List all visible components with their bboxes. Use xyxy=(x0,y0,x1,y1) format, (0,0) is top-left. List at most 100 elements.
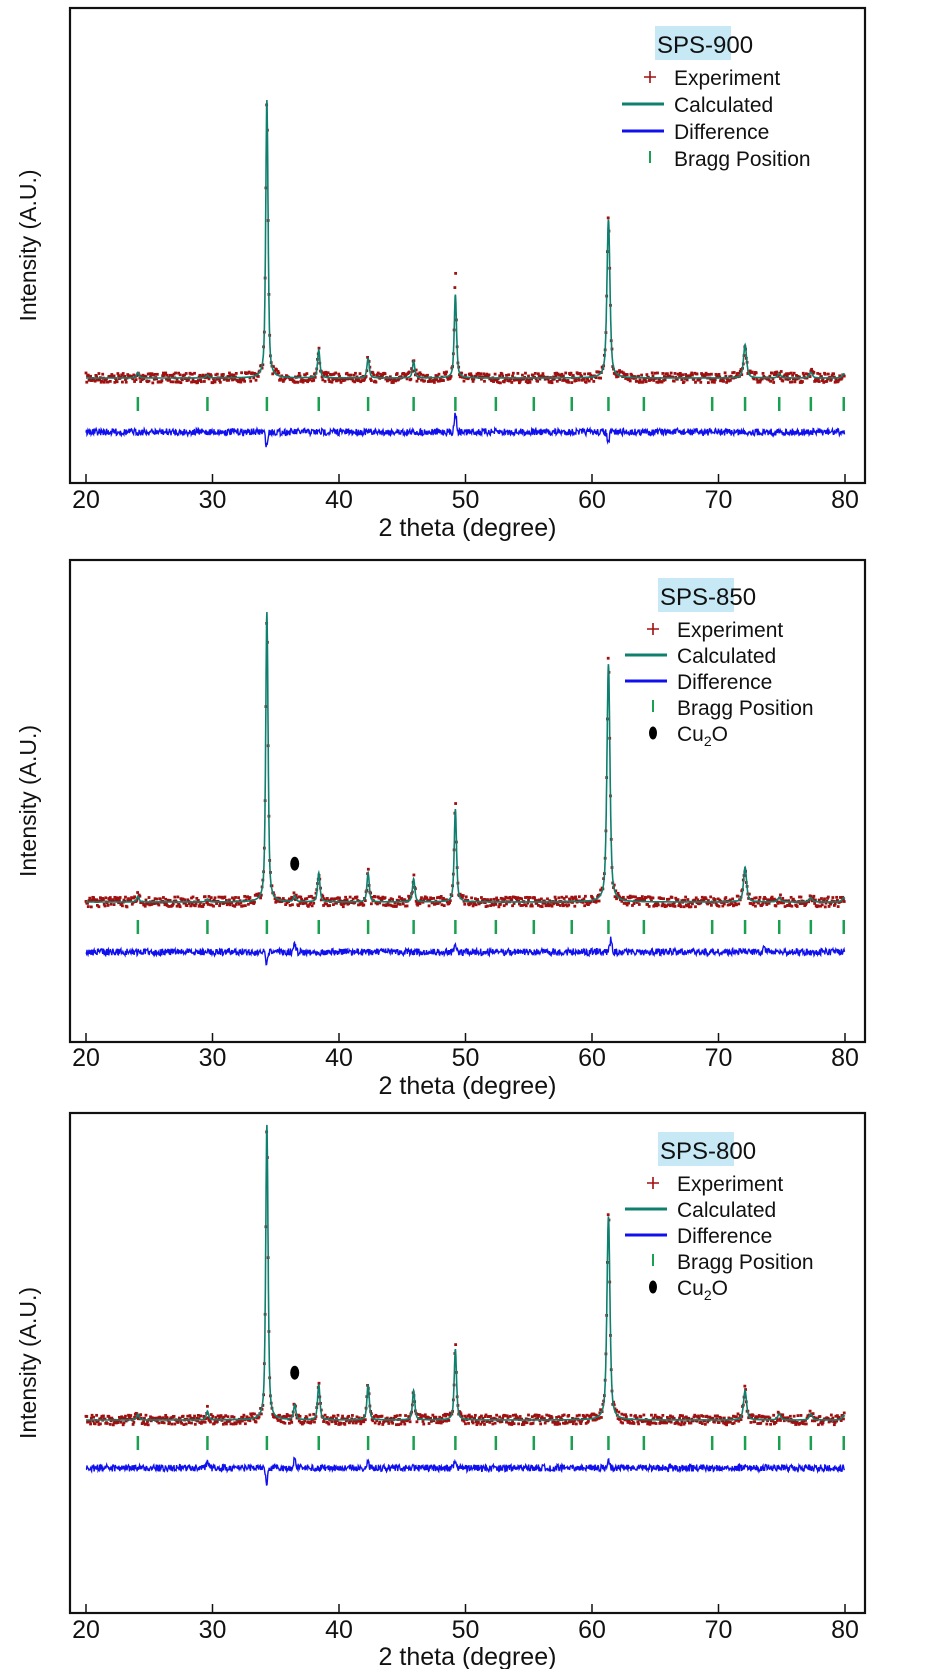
experiment-point xyxy=(133,1415,136,1419)
experiment-point xyxy=(479,372,483,376)
experiment-point xyxy=(362,903,366,907)
experiment-point xyxy=(520,897,524,901)
experiment-point xyxy=(302,379,306,382)
experiment-point xyxy=(209,1420,212,1424)
experiment-point xyxy=(448,376,452,380)
experiment-point xyxy=(753,1420,757,1424)
experiment-point xyxy=(736,1412,740,1416)
experiment-point xyxy=(291,903,294,907)
experiment-point xyxy=(551,377,555,381)
experiment-point xyxy=(173,1422,177,1426)
experiment-point xyxy=(734,1419,738,1422)
experiment-point xyxy=(583,372,587,376)
experiment-point xyxy=(402,372,406,375)
experiment-point xyxy=(392,1416,396,1420)
experiment-point xyxy=(671,1415,675,1419)
legend-label: Experiment xyxy=(677,619,783,642)
experiment-point xyxy=(181,1414,185,1418)
experiment-point xyxy=(160,379,164,382)
experiment-point xyxy=(717,904,721,908)
experiment-point xyxy=(786,1416,790,1420)
experiment-point xyxy=(357,1416,361,1420)
difference-line xyxy=(85,412,846,448)
experiment-point xyxy=(303,901,306,905)
experiment-point xyxy=(598,370,602,374)
experiment-point xyxy=(669,904,672,908)
experiment-point xyxy=(167,905,171,908)
experiment-point xyxy=(511,895,515,899)
experiment-point xyxy=(247,1416,251,1420)
experiment-point xyxy=(305,372,309,375)
experiment-point xyxy=(770,371,774,375)
experiment-point xyxy=(325,1420,329,1424)
experiment-point xyxy=(466,1414,470,1418)
plus-marker xyxy=(647,1177,659,1189)
experiment-point xyxy=(285,901,289,905)
experiment-point xyxy=(842,374,846,378)
experiment-point xyxy=(284,1415,288,1419)
experiment-point xyxy=(95,1413,99,1417)
experiment-point xyxy=(645,1419,649,1423)
experiment-point xyxy=(397,377,401,381)
experiment-point xyxy=(177,903,181,907)
experiment-point xyxy=(527,378,531,382)
experiment-point xyxy=(543,901,547,905)
experiment-point xyxy=(754,1415,758,1419)
experiment-point xyxy=(584,1416,587,1419)
experiment-point xyxy=(682,380,686,384)
experiment-point xyxy=(349,373,353,377)
experiment-point xyxy=(111,899,115,903)
experiment-point xyxy=(423,1413,427,1417)
experiment-point xyxy=(630,373,634,377)
experiment-point xyxy=(371,1419,375,1423)
experiment-point xyxy=(435,378,439,382)
experiment-point xyxy=(713,1420,716,1424)
experiment-point xyxy=(618,895,621,899)
experiment-point xyxy=(419,372,423,376)
experiment-point xyxy=(326,904,330,908)
experiment-point xyxy=(243,894,247,898)
experiment-point xyxy=(548,380,552,384)
experiment-point xyxy=(511,371,515,375)
experiment-point xyxy=(417,377,420,380)
experiment-point xyxy=(153,1417,157,1421)
experiment-point xyxy=(171,902,175,906)
experiment-point xyxy=(794,1423,798,1426)
experiment-point xyxy=(493,372,497,376)
experiment-point xyxy=(439,896,442,900)
experiment-point xyxy=(744,1388,747,1391)
experiment-point xyxy=(722,1421,725,1425)
experiment-point xyxy=(181,897,185,901)
experiment-point xyxy=(176,380,180,384)
experiment-point xyxy=(296,380,300,384)
experiment-point xyxy=(349,1419,353,1422)
experiment-point xyxy=(434,1415,438,1419)
experiment-point xyxy=(580,898,584,902)
experiment-point xyxy=(536,899,540,902)
experiment-point xyxy=(213,1419,217,1423)
experiment-point xyxy=(747,892,751,896)
experiment-point xyxy=(516,371,520,375)
experiment-point xyxy=(783,373,787,377)
experiment-point xyxy=(771,377,775,381)
experiment-point xyxy=(95,375,99,379)
experiment-point xyxy=(347,373,351,377)
experiment-point xyxy=(179,897,183,901)
experiment-point xyxy=(474,903,478,907)
experiment-point xyxy=(505,902,508,906)
experiment-point xyxy=(95,898,99,902)
experiment-point xyxy=(111,1423,115,1427)
experiment-point xyxy=(516,896,520,900)
experiment-point xyxy=(103,904,107,908)
experiment-point xyxy=(121,904,124,908)
experiment-point xyxy=(119,903,123,906)
experiment-point xyxy=(123,1416,127,1420)
experiment-point xyxy=(656,903,660,907)
experiment-point xyxy=(420,378,424,382)
experiment-point xyxy=(104,896,108,900)
experiment-point xyxy=(396,902,400,906)
experiment-point xyxy=(764,901,768,905)
experiment-point xyxy=(567,1413,571,1417)
experiment-point xyxy=(144,1413,148,1417)
experiment-point xyxy=(618,369,621,372)
